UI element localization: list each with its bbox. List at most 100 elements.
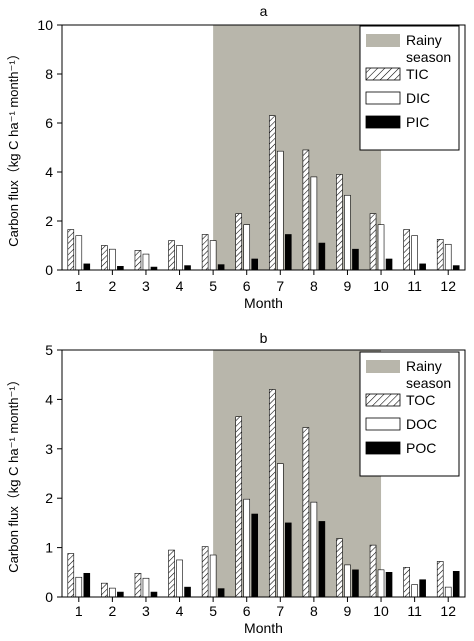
x-tick-label: 8 xyxy=(310,603,318,619)
y-tick-label: 8 xyxy=(45,66,53,82)
legend-swatch-pic xyxy=(365,115,401,129)
y-tick-label: 3 xyxy=(45,441,53,457)
x-axis-label: Month xyxy=(244,295,283,311)
x-tick-label: 1 xyxy=(75,603,83,619)
y-axis-label: Carbon flux（kg C ha⁻¹ month⁻¹） xyxy=(6,373,21,572)
bar-pic-month-6 xyxy=(251,258,259,271)
bar-toc-month-4 xyxy=(168,549,175,598)
bar-dic-month-5 xyxy=(209,240,217,271)
bar-dic-month-1 xyxy=(75,235,83,271)
bar-pic-month-7 xyxy=(284,234,292,271)
y-tick-label: 4 xyxy=(45,164,53,180)
bar-dic-month-12 xyxy=(444,243,452,271)
legend-swatch-tic xyxy=(365,67,401,81)
bar-tic-month-5 xyxy=(201,234,209,271)
bar-pic-month-12 xyxy=(452,265,460,271)
y-tick-label: 10 xyxy=(37,17,53,33)
bar-dic-month-11 xyxy=(411,235,418,271)
legend-label-dic: DIC xyxy=(406,90,430,106)
bar-pic-month-1 xyxy=(83,263,91,271)
bar-dic-month-7 xyxy=(276,150,284,271)
bar-toc-month-7 xyxy=(268,389,276,598)
legend-label-rainy-season: Rainy xyxy=(406,32,442,48)
bar-poc-month-9 xyxy=(352,569,359,598)
y-tick-label: 2 xyxy=(45,490,53,506)
legend-label-toc: TOC xyxy=(406,392,435,408)
x-tick-label: 3 xyxy=(142,603,150,619)
x-tick-label: 10 xyxy=(373,603,389,619)
plot-frame xyxy=(61,24,466,271)
bar-poc-month-3 xyxy=(150,591,158,598)
bar-tic-month-12 xyxy=(436,239,444,271)
bar-tic-month-1 xyxy=(67,229,75,271)
bar-doc-month-8 xyxy=(310,501,318,598)
bar-dic-month-3 xyxy=(142,253,150,271)
panel-label: b xyxy=(260,330,268,346)
y-tick-label: 4 xyxy=(45,391,53,407)
bar-doc-month-10 xyxy=(377,569,385,598)
bar-dic-month-4 xyxy=(176,245,183,271)
legend-label-pic: PIC xyxy=(406,114,429,130)
legend-label-rainy-season: Rainy xyxy=(406,358,442,374)
bar-poc-month-4 xyxy=(184,586,191,598)
x-tick-label: 9 xyxy=(344,278,352,294)
bar-poc-month-7 xyxy=(284,522,292,598)
x-tick-label: 12 xyxy=(440,603,456,619)
bar-tic-month-6 xyxy=(235,213,243,271)
x-tick-label: 9 xyxy=(344,603,352,619)
bar-poc-month-10 xyxy=(385,571,393,598)
bar-pic-month-5 xyxy=(217,264,225,271)
bar-dic-month-9 xyxy=(344,194,351,271)
bar-poc-month-11 xyxy=(419,579,426,598)
bar-toc-month-3 xyxy=(134,572,142,598)
bar-poc-month-2 xyxy=(117,591,124,598)
bar-toc-month-9 xyxy=(336,538,343,598)
bar-poc-month-6 xyxy=(251,513,259,598)
panel-label: a xyxy=(260,3,268,19)
y-tick-label: 0 xyxy=(45,589,53,605)
x-tick-label: 8 xyxy=(310,278,318,294)
bar-doc-month-1 xyxy=(75,576,83,598)
bar-toc-month-8 xyxy=(302,427,310,598)
x-tick-label: 11 xyxy=(407,278,422,294)
bar-dic-month-2 xyxy=(109,248,116,271)
y-tick-label: 1 xyxy=(45,540,53,556)
bar-pic-month-10 xyxy=(385,258,393,271)
bar-pic-month-8 xyxy=(318,242,326,271)
x-tick-label: 7 xyxy=(276,278,284,294)
bar-doc-month-11 xyxy=(411,584,418,598)
bar-tic-month-10 xyxy=(369,213,377,271)
legend-swatch-rainy-season xyxy=(366,360,400,373)
bar-tic-month-11 xyxy=(403,229,410,271)
bar-pic-month-9 xyxy=(352,248,359,271)
bar-dic-month-6 xyxy=(243,224,251,271)
legend-swatch-toc xyxy=(365,393,401,407)
y-tick-label: 6 xyxy=(45,115,53,131)
bar-toc-month-12 xyxy=(436,561,444,598)
bar-pic-month-2 xyxy=(117,266,124,271)
legend-label-doc: DOC xyxy=(406,416,437,432)
legend-label-rainy-season-line2: season xyxy=(406,375,451,391)
bar-poc-month-8 xyxy=(318,521,326,598)
legend-label-poc: POC xyxy=(406,440,436,456)
bar-tic-month-2 xyxy=(101,245,108,271)
bar-pic-month-11 xyxy=(419,263,426,271)
x-tick-label: 11 xyxy=(407,603,422,619)
bar-tic-month-7 xyxy=(268,115,276,271)
x-tick-label: 6 xyxy=(243,603,251,619)
bar-toc-month-5 xyxy=(201,546,209,598)
bar-tic-month-9 xyxy=(336,174,343,271)
bar-toc-month-6 xyxy=(235,416,243,598)
x-axis-label: Month xyxy=(244,620,283,636)
y-tick-label: 5 xyxy=(45,342,53,358)
legend-swatch-rainy-season xyxy=(366,34,400,47)
y-axis-label: Carbon flux（kg C ha⁻¹ month⁻¹） xyxy=(6,47,21,246)
bar-poc-month-1 xyxy=(83,572,91,598)
bar-toc-month-2 xyxy=(101,582,108,598)
bar-doc-month-2 xyxy=(109,587,116,598)
bar-doc-month-7 xyxy=(276,463,284,598)
bar-poc-month-12 xyxy=(452,571,460,598)
